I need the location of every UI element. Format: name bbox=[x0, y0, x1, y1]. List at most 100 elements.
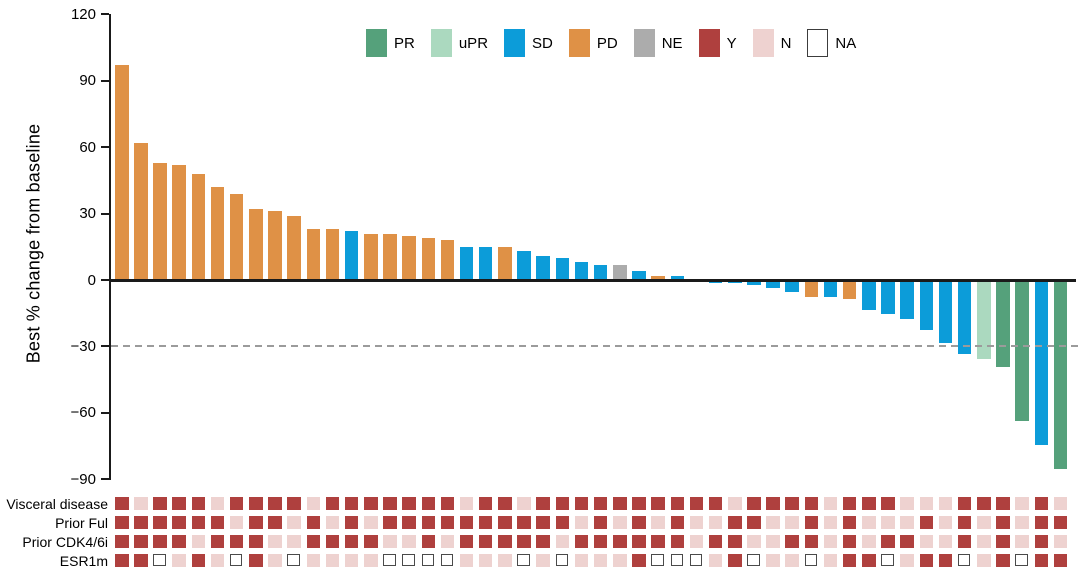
annotation-cell-esr1m-na bbox=[440, 553, 454, 566]
annotation-cell-prior_ful-n bbox=[229, 515, 244, 529]
annotation-cell-esr1m-n bbox=[325, 553, 340, 567]
annotation-cell-prior_ful-n bbox=[862, 515, 876, 529]
bar-pd bbox=[440, 240, 455, 280]
annotation-row-label-prior_ful: Prior Ful bbox=[55, 515, 108, 531]
annotation-cell-prior_ful-n bbox=[708, 515, 723, 529]
legend-label: NA bbox=[835, 34, 857, 52]
annotation-cell-prior_ful-y bbox=[747, 515, 761, 529]
annotation-cell-prior_cdk-y bbox=[344, 534, 359, 548]
annotation-cell-esr1m-n bbox=[364, 553, 378, 567]
y-axis-line bbox=[109, 14, 111, 480]
annotation-cell-visceral-y bbox=[632, 496, 646, 510]
annotation-cell-prior_cdk-y bbox=[613, 534, 627, 548]
annotation-cell-visceral-y bbox=[115, 496, 129, 510]
bar-pd bbox=[325, 229, 340, 280]
legend-label: SD bbox=[532, 34, 553, 52]
annotation-cell-esr1m-n bbox=[536, 553, 550, 567]
annotation-cell-visceral-y bbox=[977, 496, 991, 510]
annotation-cell-prior_ful-y bbox=[536, 515, 550, 529]
legend-item: PD bbox=[568, 29, 618, 57]
annotation-cell-prior_ful-n bbox=[766, 515, 780, 529]
bar-sd bbox=[728, 281, 742, 284]
annotation-cell-prior_ful-y bbox=[517, 515, 531, 529]
annotation-cell-esr1m-n bbox=[268, 553, 282, 567]
bar-sd bbox=[593, 264, 608, 280]
annotation-cell-visceral-n bbox=[1053, 496, 1068, 510]
legend-label: uPR bbox=[458, 34, 489, 52]
y-tick-label: 60 bbox=[79, 138, 96, 156]
annotation-cell-visceral-y bbox=[651, 496, 665, 510]
annotation-cell-esr1m-n bbox=[478, 553, 493, 567]
annotation-cell-prior_ful-y bbox=[593, 515, 608, 529]
annotation-cell-visceral-y bbox=[421, 496, 435, 510]
bar-pd bbox=[804, 281, 819, 297]
annotation-cell-visceral-n bbox=[517, 496, 531, 510]
y-tick-label: −30 bbox=[70, 337, 96, 355]
annotation-cell-prior_cdk-y bbox=[364, 534, 378, 548]
annotation-cell-visceral-y bbox=[191, 496, 206, 510]
annotation-cell-visceral-y bbox=[1034, 496, 1048, 510]
bar-pd bbox=[229, 193, 244, 280]
y-tick-mark bbox=[101, 411, 109, 414]
annotation-cell-visceral-y bbox=[593, 496, 608, 510]
annotation-cell-prior_ful-y bbox=[306, 515, 320, 529]
bar-sd bbox=[517, 251, 531, 280]
bar-pd bbox=[498, 246, 512, 280]
annotation-cell-prior_cdk-n bbox=[766, 534, 780, 548]
annotation-cell-esr1m-n bbox=[498, 553, 512, 567]
annotation-cell-prior_ful-y bbox=[996, 515, 1010, 529]
annotation-cell-esr1m-y bbox=[115, 553, 129, 567]
y-tick-mark bbox=[101, 212, 109, 215]
bar-sd bbox=[766, 281, 780, 288]
annotation-cell-visceral-n bbox=[134, 496, 148, 510]
annotation-cell-prior_ful-y bbox=[728, 515, 742, 529]
y-tick-mark bbox=[101, 478, 109, 481]
annotation-cell-prior_cdk-y bbox=[172, 534, 186, 548]
legend-label: NE bbox=[661, 34, 683, 52]
reference-line-minus-30 bbox=[111, 345, 1080, 348]
annotation-cell-prior_ful-n bbox=[977, 515, 991, 529]
annotation-cell-esr1m-y bbox=[842, 553, 857, 567]
annotation-cell-visceral-n bbox=[210, 496, 225, 510]
annotation-cell-prior_ful-y bbox=[498, 515, 512, 529]
annotation-cell-esr1m-na bbox=[287, 553, 300, 566]
annotation-cell-prior_ful-n bbox=[881, 515, 895, 529]
annotation-cell-esr1m-n bbox=[766, 553, 780, 567]
annotation-cell-esr1m-n bbox=[785, 553, 799, 567]
annotation-cell-visceral-y bbox=[440, 496, 455, 510]
annotation-cell-visceral-y bbox=[249, 496, 263, 510]
annotation-cell-esr1m-n bbox=[613, 553, 627, 567]
bar-sd bbox=[900, 281, 914, 319]
annotation-cell-prior_cdk-y bbox=[134, 534, 148, 548]
annotation-cell-prior_cdk-y bbox=[881, 534, 895, 548]
annotation-cell-prior_ful-y bbox=[115, 515, 129, 529]
bar-sd bbox=[823, 281, 838, 297]
annotation-cell-prior_cdk-n bbox=[938, 534, 953, 548]
y-tick-label: −90 bbox=[70, 470, 96, 488]
annotation-cell-esr1m-na bbox=[689, 553, 703, 566]
annotation-cell-visceral-n bbox=[900, 496, 914, 510]
annotation-cell-esr1m-y bbox=[191, 553, 206, 567]
annotation-cell-prior_cdk-y bbox=[728, 534, 742, 548]
annotation-row-label-prior_cdk: Prior CDK4/6i bbox=[22, 534, 108, 550]
annotation-cell-prior_cdk-n bbox=[383, 534, 397, 548]
annotation-cell-prior_ful-y bbox=[478, 515, 493, 529]
y-tick-label: −60 bbox=[70, 404, 96, 422]
annotation-cell-esr1m-y bbox=[134, 553, 148, 567]
annotation-cell-prior_cdk-y bbox=[996, 534, 1010, 548]
annotation-cell-prior_cdk-n bbox=[747, 534, 761, 548]
annotation-cell-visceral-y bbox=[842, 496, 857, 510]
y-tick-label: 120 bbox=[70, 5, 96, 23]
annotation-cell-visceral-y bbox=[785, 496, 799, 510]
annotation-cell-prior_ful-y bbox=[421, 515, 435, 529]
annotation-cell-prior_ful-n bbox=[364, 515, 378, 529]
annotation-cell-prior_ful-y bbox=[670, 515, 684, 529]
bar-sd bbox=[670, 275, 684, 280]
annotation-cell-visceral-y bbox=[555, 496, 570, 510]
annotation-cell-prior_cdk-y bbox=[517, 534, 531, 548]
bar-pd bbox=[249, 209, 263, 280]
bar-ne bbox=[613, 264, 627, 280]
annotation-cell-esr1m-y bbox=[996, 553, 1010, 567]
annotation-cell-prior_ful-y bbox=[555, 515, 570, 529]
legend-item: Y bbox=[698, 29, 737, 57]
